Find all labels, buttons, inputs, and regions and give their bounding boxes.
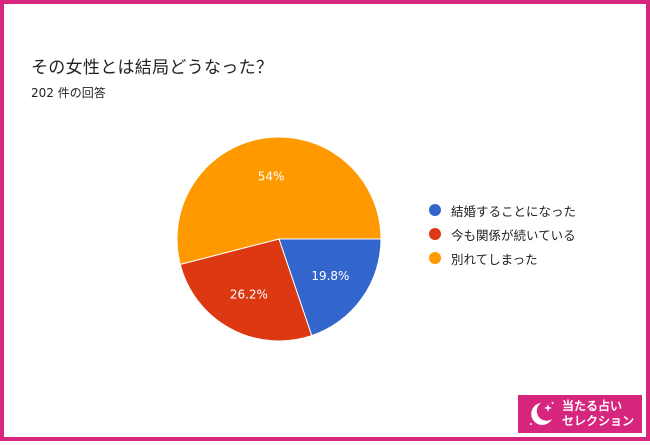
legend-item-2: 今も関係が続いている	[429, 222, 576, 246]
brand-line-2: セレクション	[562, 414, 635, 428]
pie-slice-label-3: 54%	[258, 169, 285, 183]
pie-slice-3	[176, 136, 382, 265]
pie-slice-1	[278, 238, 382, 337]
legend-item-3: 別れてしまった	[429, 246, 576, 270]
response-count: 202 件の回答	[31, 86, 106, 100]
legend-swatch	[429, 252, 441, 264]
chart-legend: 結婚することになった 今も関係が続いている 別れてしまった	[429, 198, 576, 270]
pie-chart: 19.8% 26.2% 54%	[176, 136, 382, 342]
legend-swatch	[429, 228, 441, 240]
legend-label: 結婚することになった	[451, 203, 577, 219]
legend-label: 今も関係が続いている	[451, 227, 576, 243]
brand-name: 当たる占い セレクション	[562, 399, 634, 429]
pie-slice-2	[179, 238, 313, 342]
brand-line-1: 当たる占い	[562, 399, 623, 413]
question-title: その女性とは結局どうなった？	[31, 58, 274, 78]
moon-stars-icon	[530, 402, 554, 425]
pie-slice-label-2: 26.2%	[230, 288, 268, 302]
legend-item-1: 結婚することになった	[429, 198, 576, 222]
brand-badge: 当たる占い セレクション	[518, 395, 642, 433]
legend-swatch	[429, 204, 441, 216]
pie-slice-label-1: 19.8%	[311, 269, 349, 283]
legend-label: 別れてしまった	[451, 251, 538, 267]
